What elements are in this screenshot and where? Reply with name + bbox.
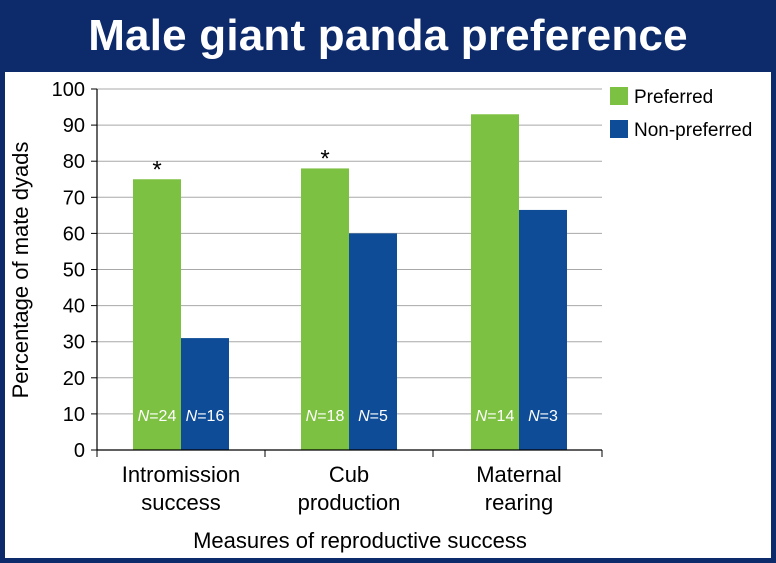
page-title: Male giant panda preference	[88, 11, 688, 60]
n-sample-label: N=24	[138, 408, 177, 425]
legend-label-non-preferred: Non-preferred	[634, 120, 752, 141]
bar-preferred	[301, 168, 349, 451]
bar-non-preferred	[349, 233, 397, 450]
y-tick-label: 40	[63, 296, 85, 318]
y-tick-label: 90	[63, 115, 85, 137]
n-sample-label: N=5	[358, 408, 388, 425]
title-bar: Male giant panda preference	[0, 0, 776, 72]
bar-preferred	[471, 114, 519, 451]
y-tick-label: 70	[63, 187, 85, 209]
y-tick-label: 80	[63, 151, 85, 173]
y-axis-title: Percentage of mate dyads	[8, 142, 33, 399]
bar-preferred	[133, 179, 181, 450]
bar-non-preferred	[181, 338, 229, 450]
y-tick-label: 50	[63, 260, 85, 282]
legend-swatch-preferred	[610, 87, 628, 105]
n-sample-label: N=14	[476, 408, 515, 425]
y-tick-label: 30	[63, 332, 85, 354]
n-sample-label: N=16	[186, 408, 225, 425]
y-tick-label: 10	[63, 404, 85, 426]
x-category-label: Cub production	[298, 462, 401, 515]
n-sample-label: N=18	[306, 408, 345, 425]
x-axis-title: Measures of reproductive success	[193, 528, 527, 553]
significance-marker: *	[320, 145, 329, 172]
y-tick-label: 20	[63, 368, 85, 390]
x-category-label: Maternal rearing	[476, 462, 562, 515]
y-tick-label: 60	[63, 223, 85, 245]
bar-non-preferred	[519, 209, 567, 450]
n-sample-label: N=3	[528, 408, 558, 425]
y-tick-label: 100	[52, 79, 85, 101]
legend-label-preferred: Preferred	[634, 87, 713, 108]
legend-swatch-non-preferred	[610, 120, 628, 138]
x-category-label: Intromission success	[122, 462, 241, 515]
significance-marker: *	[152, 156, 161, 183]
y-tick-label: 0	[74, 440, 85, 462]
